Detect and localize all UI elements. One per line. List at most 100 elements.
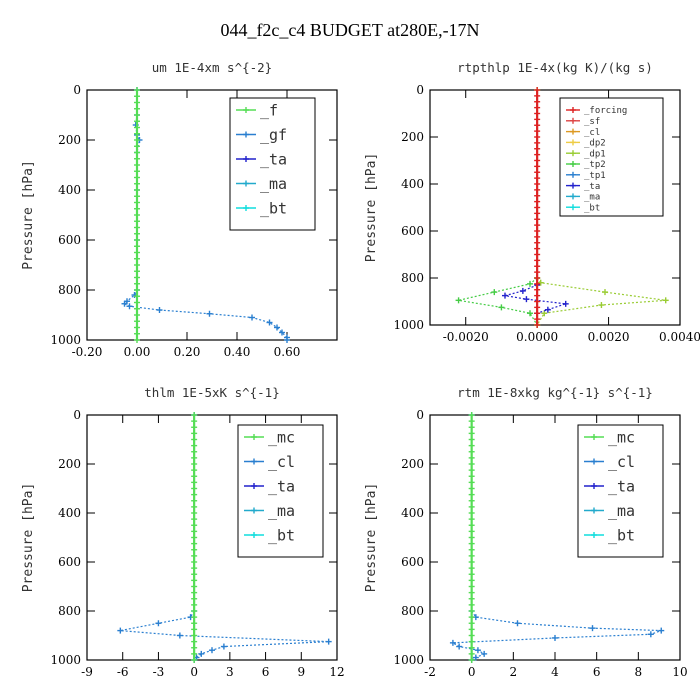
data-point-_forcing-875 <box>534 292 541 299</box>
data-point-_dp1-5 <box>598 302 605 309</box>
data-point-_mc-950 <box>191 644 198 651</box>
y-tick-label: 200 <box>401 457 424 471</box>
data-point-_mc-325 <box>191 491 198 498</box>
data-point-_f-175 <box>134 130 140 137</box>
legend: _mc _cl _ta _ma _bt <box>577 424 664 558</box>
legend-marker <box>243 107 249 113</box>
data-point-_forcing-50 <box>534 98 541 105</box>
data-point-_mc-900 <box>468 632 475 639</box>
data-point-_cl-9 <box>198 650 205 657</box>
data-point-_tp2-5 <box>527 310 533 317</box>
x-tick-label: 0.40 <box>224 345 251 359</box>
data-point-_mc-600 <box>468 559 475 565</box>
data-point-_forcing-250 <box>534 145 541 152</box>
data-point-_ta-4 <box>562 300 569 307</box>
data-point-_mc-375 <box>191 503 198 510</box>
data-point-_f-950 <box>134 324 140 331</box>
data-point-_dp1-4 <box>662 297 669 304</box>
data-point-_f-25 <box>134 93 140 100</box>
legend-marker <box>570 171 576 178</box>
data-point-_tp2-1 <box>527 280 533 287</box>
data-point-_forcing-975 <box>534 316 541 323</box>
data-point-_mc-925 <box>468 638 475 645</box>
series-line-_tp2 <box>458 277 538 326</box>
data-point-_mc-150 <box>191 448 198 455</box>
y-tick-label: 200 <box>58 457 81 471</box>
data-point-_mc-850 <box>468 620 475 627</box>
data-point-_mc-625 <box>468 565 475 572</box>
data-point-_mc-775 <box>468 601 475 608</box>
y-tick-label: 1000 <box>50 333 81 347</box>
legend-label: _ma <box>608 502 635 520</box>
data-point-_f-700 <box>134 262 140 268</box>
legend-label: _bt <box>584 203 600 213</box>
data-point-_f-875 <box>134 305 140 312</box>
data-point-_f-275 <box>134 155 140 162</box>
data-point-_f-625 <box>134 243 140 250</box>
data-point-_f-1000 <box>134 337 140 343</box>
data-point-_mc-225 <box>191 467 198 474</box>
x-tick-label: -2 <box>424 665 436 679</box>
x-tick-label: 0 <box>468 665 476 679</box>
data-point-_forcing-725 <box>534 257 541 264</box>
legend-marker <box>243 131 249 138</box>
data-point-_gf-18 <box>279 329 285 336</box>
legend-label: _bt <box>608 526 635 544</box>
figure-title: 044_f2c_c4 BUDGET at280E,-17N <box>220 20 480 40</box>
data-point-_mc-575 <box>468 552 475 559</box>
data-point-_mc-1000 <box>191 657 198 663</box>
data-point-_mc-225 <box>468 467 475 474</box>
legend-marker <box>251 483 257 489</box>
data-point-_mc-625 <box>191 565 198 572</box>
data-point-_mc-800 <box>468 608 475 614</box>
data-point-_dp1-3 <box>602 289 608 296</box>
y-axis-label: Pressure [hPa] <box>21 160 36 270</box>
x-tick-label: -0.0020 <box>443 330 489 344</box>
data-point-_forcing-450 <box>534 192 541 199</box>
x-tick-label: 0.0000 <box>516 330 558 344</box>
data-point-_f-300 <box>134 162 140 168</box>
data-point-_mc-975 <box>191 650 198 657</box>
data-point-_f-750 <box>134 274 140 281</box>
legend-marker <box>243 156 249 162</box>
legend-marker <box>570 128 576 135</box>
data-point-_cl-9 <box>456 643 463 650</box>
data-point-_forcing-425 <box>534 186 541 193</box>
x-tick-label: -9 <box>81 665 93 679</box>
y-tick-label: 800 <box>58 604 81 618</box>
data-point-_forcing-950 <box>534 310 541 317</box>
data-point-_mc-25 <box>468 418 475 425</box>
data-point-_mc-50 <box>468 424 475 431</box>
data-point-_mc-900 <box>191 632 198 639</box>
data-point-_forcing-400 <box>534 181 541 187</box>
data-point-_cl-4 <box>589 625 596 632</box>
legend-marker <box>243 180 249 187</box>
panel-title: rtm 1E-8xkg kg^{-1} s^{-1} <box>457 385 653 400</box>
x-tick-label: 2 <box>510 665 518 679</box>
legend-label: _dp2 <box>584 139 606 149</box>
legend-label: _f <box>260 101 278 119</box>
data-point-_f-75 <box>134 105 140 112</box>
data-point-_f-125 <box>134 118 140 125</box>
legend-label: _ma <box>584 193 600 203</box>
data-point-_forcing-225 <box>534 139 541 146</box>
legend-marker <box>570 107 576 113</box>
data-point-_forcing-550 <box>534 216 541 223</box>
data-point-_mc-425 <box>191 516 198 523</box>
data-point-_mc-175 <box>191 454 198 461</box>
legend-label: _bt <box>260 199 287 217</box>
legend-marker <box>570 150 576 157</box>
data-point-_mc-250 <box>191 473 198 480</box>
data-point-_mc-50 <box>191 424 198 431</box>
x-tick-label: -3 <box>153 665 165 679</box>
data-point-_mc-425 <box>468 516 475 523</box>
data-point-_forcing-325 <box>534 163 541 170</box>
legend-marker <box>591 507 597 514</box>
y-tick-label: 600 <box>58 555 81 569</box>
data-point-_forcing-575 <box>534 222 541 229</box>
data-point-_f-0 <box>134 87 140 93</box>
data-point-_mc-400 <box>191 510 198 516</box>
data-point-_forcing-750 <box>534 263 541 270</box>
y-tick-label: 800 <box>401 604 424 618</box>
y-axis-label: Pressure [hPa] <box>364 153 379 263</box>
